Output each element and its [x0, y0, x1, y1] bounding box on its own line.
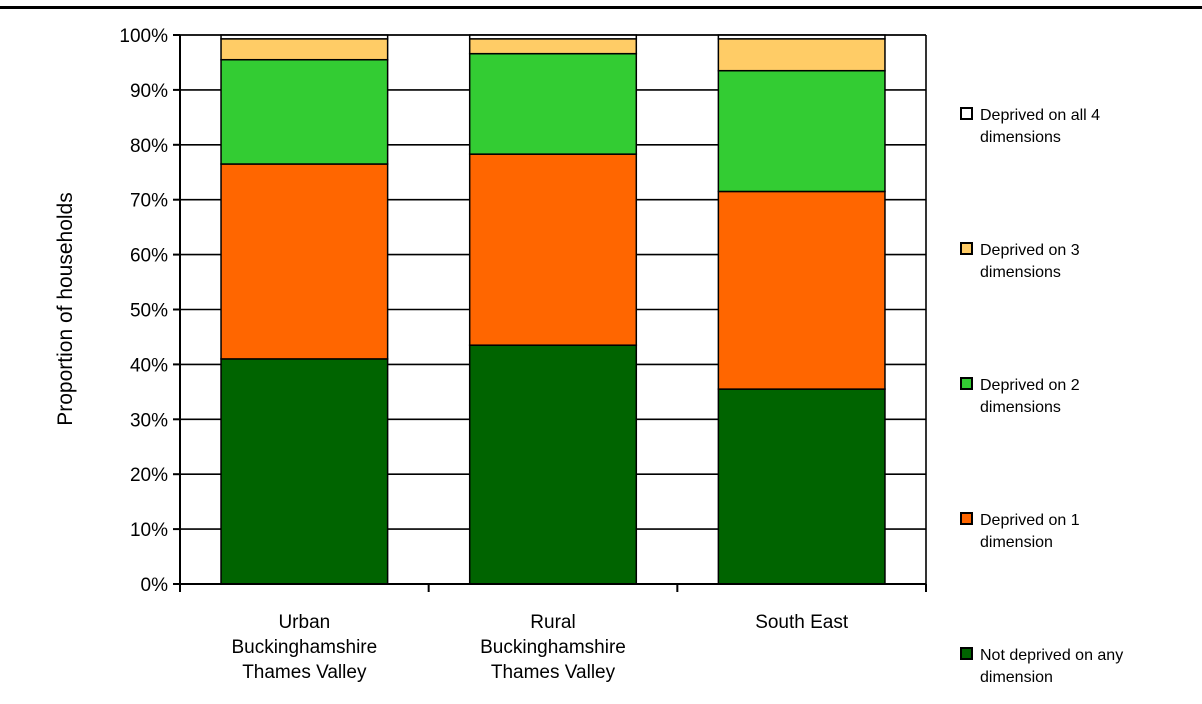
bar-segment-1-0	[468, 344, 638, 585]
legend-swatch	[960, 377, 973, 390]
bar-segment-2-3	[717, 38, 886, 72]
y-tick-label: 90%	[130, 81, 168, 102]
bar-segment-0-3	[220, 38, 389, 61]
legend-label: dimensions	[980, 264, 1061, 281]
bar-segment-0-2	[220, 58, 389, 165]
y-tick-label: 30%	[130, 410, 168, 431]
bar-segment-1-2	[468, 52, 638, 155]
legend-label: Deprived on 1	[980, 512, 1080, 529]
y-tick-label: 60%	[130, 246, 168, 267]
y-tick-label: 20%	[130, 465, 168, 486]
category-label: Buckinghamshire	[480, 637, 626, 658]
legend: Deprived on all 4 dimensions Deprived on 3…	[960, 107, 1123, 686]
category-label: Buckinghamshire	[231, 637, 377, 658]
legend-swatch	[960, 107, 973, 120]
legend-label: Not deprived on any	[980, 647, 1123, 664]
category-label: Rural	[530, 612, 575, 633]
y-tick-label: 70%	[130, 191, 168, 212]
bar-segment-2-2	[717, 69, 886, 193]
legend-label: dimensions	[980, 129, 1061, 146]
legend-label: dimension	[980, 534, 1053, 551]
bar-segment-0-0	[220, 358, 389, 585]
y-tick-label: 50%	[130, 301, 168, 322]
y-tick-labels: 0% 10% 20% 30% 40% 50% 60% 70% 80% 90% 100%	[119, 26, 168, 596]
y-tick-label: 0%	[141, 575, 169, 596]
category-label: Thames Valley	[242, 662, 367, 683]
y-tick-label: 80%	[130, 136, 168, 157]
legend-label: Deprived on 2	[980, 377, 1080, 394]
category-labels: Urban Buckinghamshire Thames Valley Rural Bu…	[231, 612, 848, 683]
legend-label: Deprived on 3	[980, 242, 1080, 259]
legend-swatch	[960, 647, 973, 660]
category-label: South East	[755, 612, 849, 633]
bar-segment-2-1	[717, 190, 886, 390]
legend-swatch	[960, 512, 973, 525]
top-rule	[0, 6, 1202, 9]
legend-label: Deprived on all 4	[980, 107, 1100, 124]
bars	[220, 34, 886, 585]
bar-segment-0-1	[220, 163, 389, 360]
category-label: Thames Valley	[491, 662, 616, 683]
y-tick-label: 10%	[130, 520, 168, 541]
bar-segment-1-3	[468, 38, 638, 55]
y-tick-label: 40%	[130, 355, 168, 376]
legend-label: dimension	[980, 669, 1053, 686]
legend-swatch	[960, 242, 973, 255]
category-label: Urban	[278, 612, 330, 633]
bar-segment-2-0	[717, 388, 886, 585]
y-tick-label: 100%	[119, 26, 168, 47]
y-axis-title: Proportion of households	[54, 192, 77, 426]
axes	[173, 34, 927, 592]
bar-segment-1-1	[468, 153, 638, 346]
legend-label: dimensions	[980, 399, 1061, 416]
